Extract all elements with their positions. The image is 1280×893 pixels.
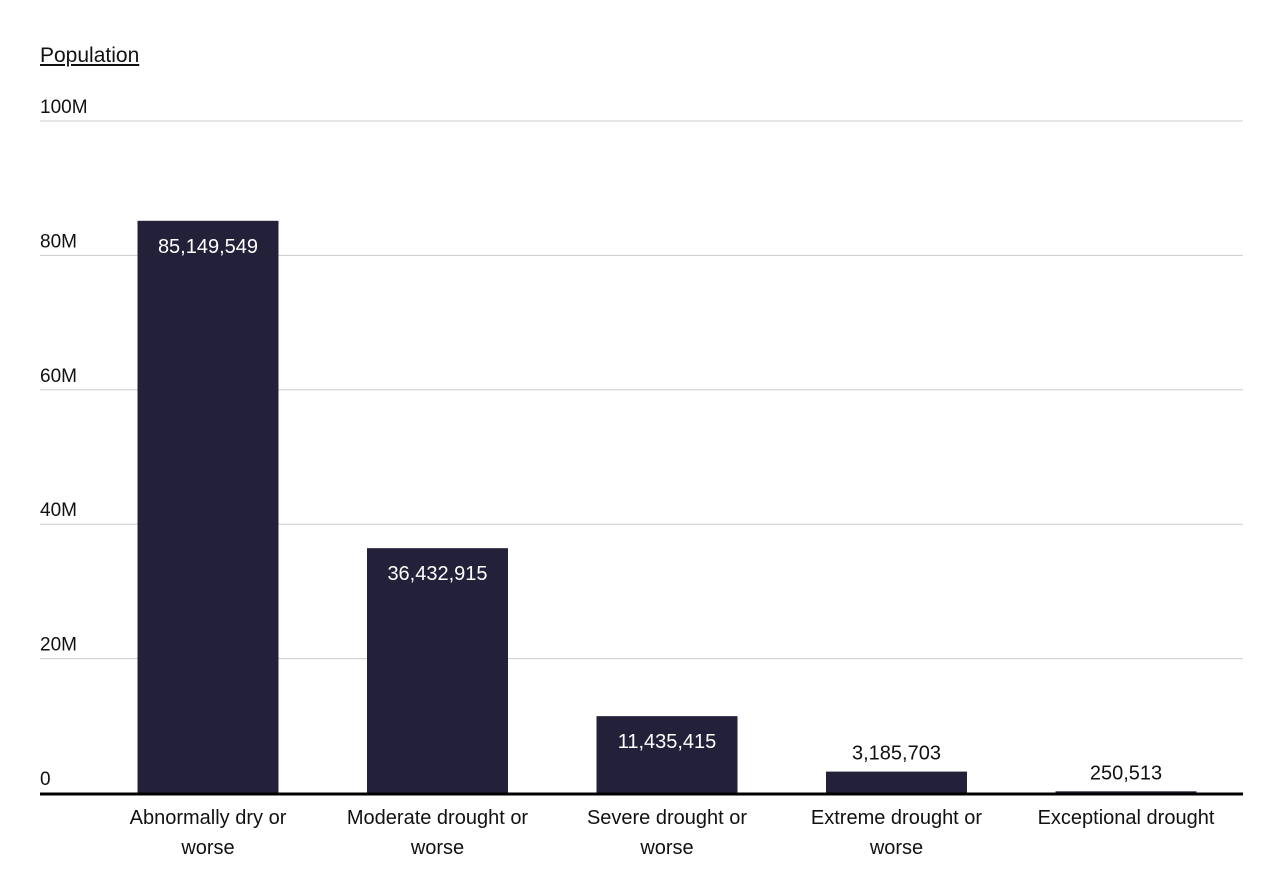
x-tick-label: worse [869, 837, 923, 859]
x-tick-label: Moderate drought or [347, 807, 529, 829]
x-tick-label: Exceptional drought [1038, 807, 1215, 829]
data-label: 11,435,415 [618, 731, 717, 753]
y-tick-label: 100M [40, 97, 88, 118]
x-tick-label: Extreme drought or [811, 807, 983, 829]
x-tick-label: worse [410, 837, 464, 859]
bar [826, 771, 967, 793]
x-tick-label: worse [180, 837, 234, 859]
y-tick-label: 80M [40, 231, 77, 252]
data-label: 250,513 [1090, 762, 1162, 784]
bar [596, 716, 738, 793]
y-tick-label: 20M [40, 635, 77, 656]
y-tick-label: 40M [40, 500, 77, 521]
x-tick-label: Severe drought or [587, 807, 747, 829]
y-axis-title: Population [40, 44, 140, 67]
data-label: 36,432,915 [387, 563, 487, 585]
bar [367, 548, 508, 793]
data-label: 3,185,703 [852, 743, 941, 765]
data-label: 85,149,549 [158, 236, 258, 258]
y-tick-label: 0 [40, 769, 51, 790]
x-tick-label: Abnormally dry or [130, 807, 287, 829]
y-tick-label: 60M [40, 366, 77, 387]
x-tick-label: worse [639, 837, 693, 859]
bar [1055, 791, 1197, 793]
bar [137, 220, 279, 793]
